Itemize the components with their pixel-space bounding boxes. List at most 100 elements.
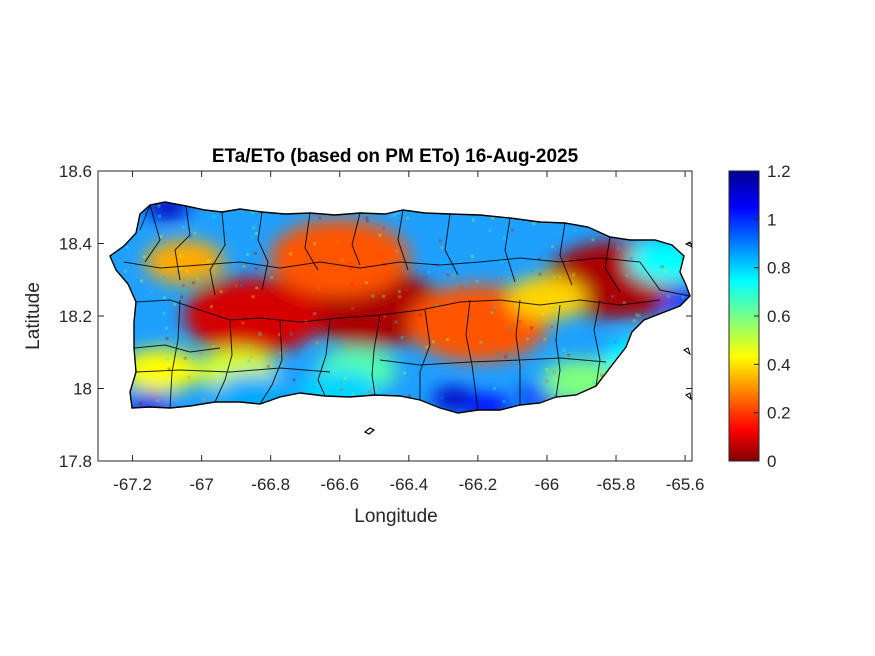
heat-region-7	[120, 348, 201, 393]
speckle	[591, 381, 595, 385]
speckle	[445, 337, 449, 341]
speckle	[348, 261, 352, 265]
speckle	[242, 264, 246, 268]
speckle	[350, 282, 354, 286]
speckle	[440, 262, 444, 266]
speckle	[390, 214, 394, 218]
speckle	[179, 266, 183, 270]
speckle	[520, 365, 524, 369]
speckle	[377, 386, 381, 390]
speckle	[181, 225, 185, 229]
speckle	[310, 249, 314, 253]
colorbar-tick-label: 1.2	[767, 162, 791, 181]
heat-region-18	[663, 285, 690, 310]
speckle	[397, 294, 401, 298]
speckle	[538, 272, 542, 276]
speckle	[400, 336, 404, 340]
colorbar-tick-label: 0.4	[767, 355, 791, 374]
speckle	[159, 245, 163, 249]
speckle	[546, 394, 550, 398]
speckle	[416, 267, 420, 271]
speckle	[349, 267, 353, 271]
speckle	[278, 333, 282, 337]
speckle	[245, 359, 249, 363]
y-axis-label: Latitude	[23, 282, 44, 350]
speckle	[207, 259, 211, 263]
colorbar-ticks: 0 0.2 0.4 0.6 0.8 1 1.2	[754, 162, 791, 471]
speckle	[246, 252, 250, 256]
speckle	[427, 271, 431, 275]
speckle	[123, 269, 127, 273]
speckle	[591, 236, 595, 240]
speckle	[254, 231, 258, 235]
speckle	[490, 311, 494, 315]
speckle	[498, 406, 502, 410]
speckle	[680, 256, 684, 260]
colorbar-tick-label: 0.2	[767, 404, 791, 423]
speckle	[164, 326, 168, 330]
speckle	[545, 379, 549, 383]
speckle	[632, 319, 636, 323]
speckle	[629, 256, 633, 260]
x-tick-label: -66.4	[389, 475, 428, 494]
speckle	[339, 380, 343, 384]
speckle	[189, 235, 193, 239]
speckle	[181, 283, 185, 287]
speckle	[518, 320, 522, 324]
speckle	[258, 333, 262, 337]
speckle	[499, 260, 503, 264]
speckle	[667, 295, 671, 299]
speckle	[664, 269, 668, 273]
speckle	[406, 216, 410, 220]
x-tick-label: -67.2	[113, 475, 152, 494]
speckle	[187, 375, 191, 379]
colorbar-tick-label: 0	[767, 452, 776, 471]
speckle	[573, 228, 577, 232]
speckle	[383, 315, 387, 319]
x-tick-label: -67	[189, 475, 214, 494]
speckle	[470, 254, 474, 258]
speckle	[681, 295, 685, 299]
speckle	[488, 229, 492, 233]
speckle	[158, 214, 162, 218]
speckle	[175, 270, 179, 274]
speckle	[637, 314, 641, 318]
speckle	[463, 282, 467, 286]
speckle	[168, 387, 172, 391]
speckle	[167, 367, 171, 371]
speckle	[166, 357, 170, 361]
speckle	[440, 396, 444, 400]
speckle	[385, 355, 389, 359]
speckle	[446, 273, 450, 277]
speckle	[249, 355, 253, 359]
speckle	[239, 283, 243, 287]
speckle	[505, 352, 509, 356]
speckle	[161, 275, 165, 279]
speckle	[162, 311, 166, 315]
speckle	[266, 364, 270, 368]
colorbar-tick-label: 0.6	[767, 307, 791, 326]
speckle	[159, 235, 163, 239]
speckle	[551, 244, 555, 248]
speckle	[196, 277, 200, 281]
speckle	[504, 355, 508, 359]
speckle	[211, 344, 215, 348]
speckle	[382, 294, 386, 298]
speckle	[234, 284, 238, 288]
speckle	[251, 210, 255, 214]
speckle	[554, 306, 558, 310]
colorbar-tick-label: 0.8	[767, 259, 791, 278]
speckle	[378, 233, 382, 237]
speckle	[289, 332, 293, 336]
speckle	[397, 290, 401, 294]
speckle	[660, 265, 664, 269]
speckle	[142, 255, 146, 259]
speckle	[180, 295, 184, 299]
speckle	[247, 359, 251, 363]
speckle	[622, 301, 626, 305]
speckle	[611, 294, 615, 298]
speckle	[250, 235, 254, 239]
cay-east-3	[685, 392, 692, 401]
x-tick-label: -66.8	[251, 475, 290, 494]
speckle	[382, 226, 386, 230]
